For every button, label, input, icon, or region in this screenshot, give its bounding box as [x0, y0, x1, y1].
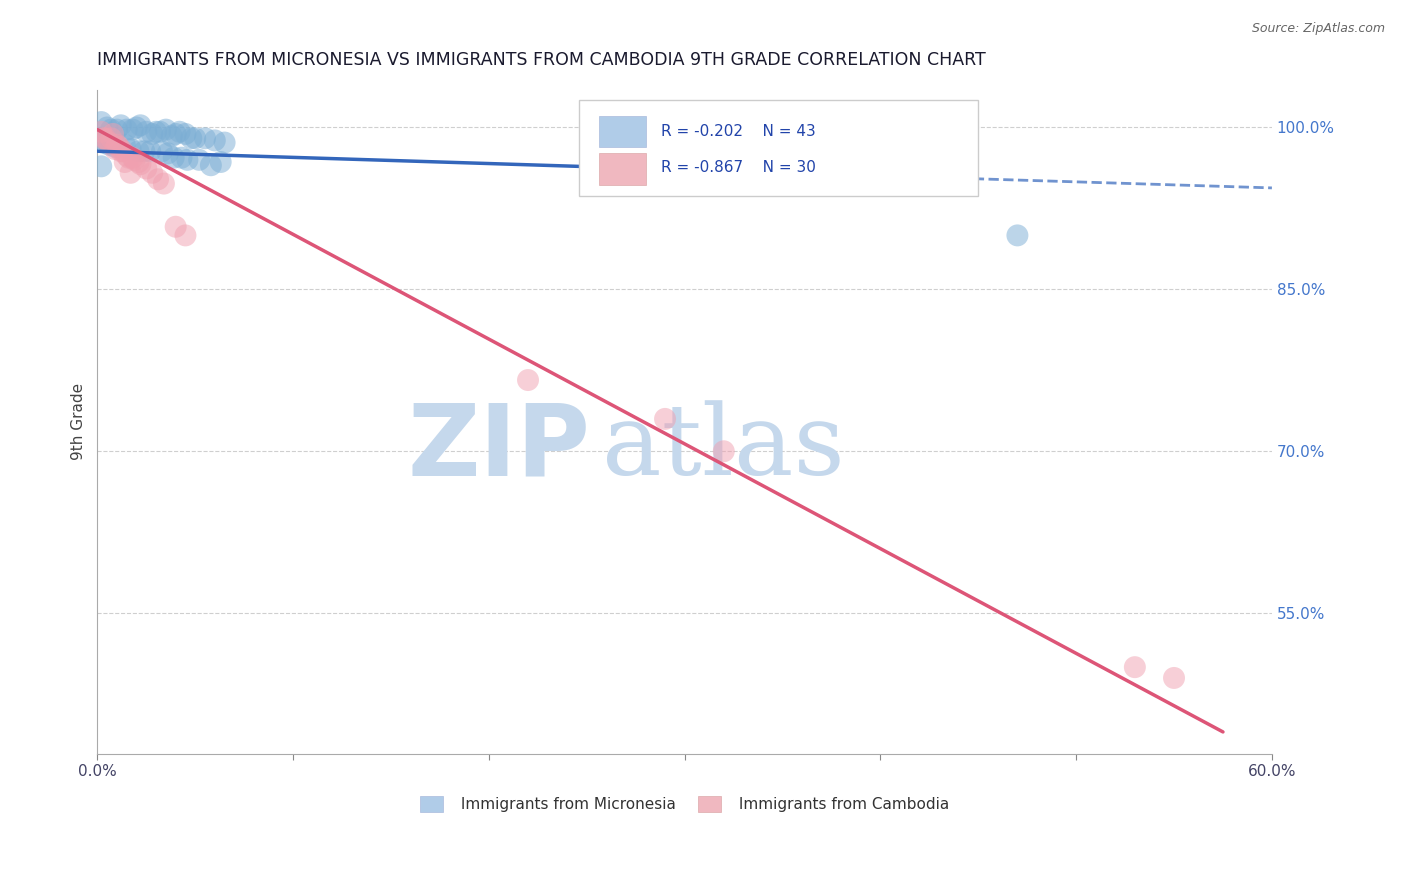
Point [101, 127, 124, 141]
Point [180, 131, 202, 145]
Point [129, 157, 152, 171]
Point [150, 145, 173, 159]
Point [108, 140, 131, 154]
Point [174, 228, 197, 243]
Point [160, 129, 183, 144]
Point [141, 127, 163, 141]
Point [165, 219, 187, 234]
Point [118, 151, 141, 165]
Point [135, 125, 157, 139]
Point [110, 118, 132, 132]
FancyBboxPatch shape [579, 100, 979, 196]
Point [91, 131, 114, 145]
Point [209, 155, 232, 169]
Point [104, 142, 127, 156]
Point [111, 145, 134, 159]
Y-axis label: 9th Grade: 9th Grade [72, 383, 86, 460]
Text: R = -0.202    N = 43: R = -0.202 N = 43 [661, 124, 815, 139]
Point [169, 125, 191, 139]
Point [141, 166, 163, 180]
Text: ZIP: ZIP [408, 400, 591, 497]
Point [517, 373, 540, 387]
Point [104, 140, 127, 154]
Point [1007, 228, 1029, 243]
Point [90, 115, 112, 129]
FancyBboxPatch shape [599, 116, 645, 147]
Point [114, 155, 136, 169]
Point [90, 159, 112, 173]
Point [91, 136, 114, 150]
Point [115, 148, 138, 162]
Point [89, 131, 111, 145]
Point [121, 122, 143, 136]
Point [188, 153, 211, 167]
Point [139, 145, 162, 159]
Point [127, 145, 149, 159]
Point [134, 145, 156, 159]
Point [98, 136, 121, 150]
Point [100, 131, 122, 145]
Point [174, 127, 197, 141]
Point [94, 131, 117, 145]
Point [105, 122, 128, 136]
Point [194, 131, 217, 145]
Point [127, 155, 149, 169]
Point [96, 120, 118, 135]
Point [163, 151, 186, 165]
Point [100, 122, 122, 136]
Point [184, 131, 207, 145]
Point [176, 153, 198, 167]
Point [121, 151, 143, 165]
Point [153, 177, 176, 191]
FancyBboxPatch shape [599, 153, 645, 185]
Point [214, 136, 236, 150]
Point [200, 158, 222, 172]
Point [673, 168, 696, 182]
Point [129, 118, 152, 132]
Point [114, 137, 136, 152]
Point [146, 172, 169, 186]
Point [713, 444, 735, 458]
Text: Source: ZipAtlas.com: Source: ZipAtlas.com [1251, 22, 1385, 36]
Point [120, 142, 142, 156]
Point [90, 125, 112, 139]
Point [170, 151, 193, 165]
Point [125, 120, 148, 135]
Point [98, 137, 121, 152]
Point [105, 137, 128, 152]
Point [165, 127, 187, 141]
Point [149, 125, 172, 139]
Point [155, 122, 177, 136]
Text: R = -0.867    N = 30: R = -0.867 N = 30 [661, 160, 815, 175]
Point [120, 166, 142, 180]
Point [1123, 660, 1146, 674]
Point [654, 412, 676, 426]
Text: IMMIGRANTS FROM MICRONESIA VS IMMIGRANTS FROM CAMBODIA 9TH GRADE CORRELATION CHA: IMMIGRANTS FROM MICRONESIA VS IMMIGRANTS… [97, 51, 986, 69]
Point [115, 122, 138, 136]
Point [204, 133, 226, 147]
Point [145, 125, 167, 139]
Point [124, 153, 146, 167]
Point [1163, 671, 1185, 685]
Text: atlas: atlas [602, 401, 845, 496]
Point [135, 161, 157, 176]
Point [110, 145, 132, 159]
Point [156, 146, 179, 161]
Legend:  Immigrants from Micronesia,  Immigrants from Cambodia: Immigrants from Micronesia, Immigrants f… [420, 797, 949, 813]
